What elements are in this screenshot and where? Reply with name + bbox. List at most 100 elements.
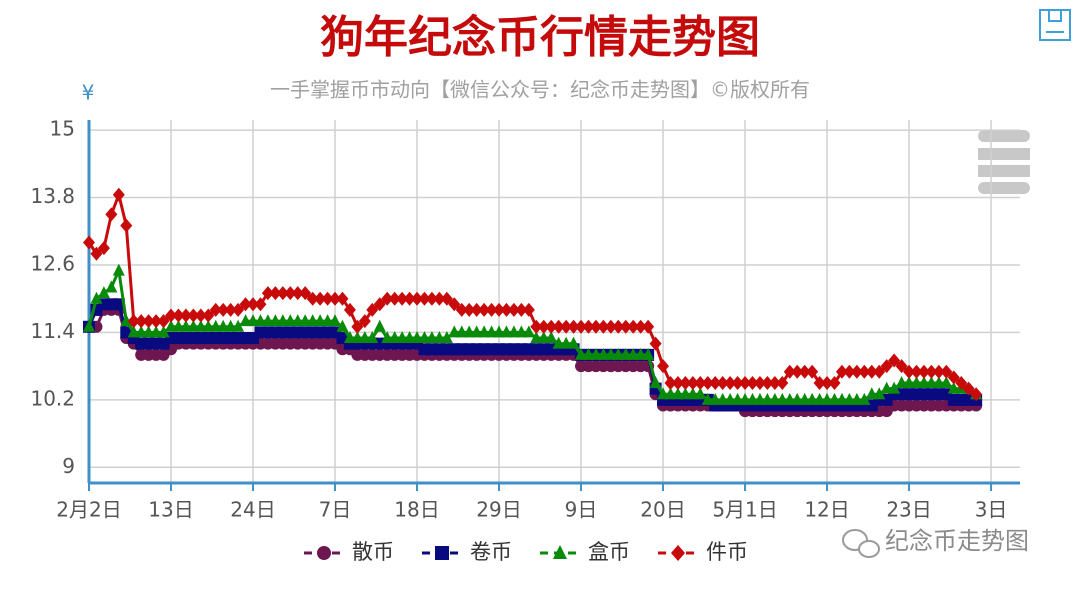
marker <box>291 286 304 301</box>
marker <box>798 364 811 379</box>
marker <box>664 375 677 390</box>
marker <box>791 364 804 379</box>
marker <box>589 319 602 334</box>
marker <box>530 319 543 334</box>
marker <box>880 359 893 374</box>
marker <box>470 302 483 317</box>
watermark-icon <box>858 540 880 558</box>
marker <box>612 319 625 334</box>
marker <box>150 314 163 329</box>
marker <box>783 364 796 379</box>
save-icon[interactable] <box>1039 9 1071 41</box>
marker <box>343 302 356 317</box>
marker <box>843 364 856 379</box>
marker <box>463 302 476 317</box>
y-axis-label: ¥ <box>82 81 95 105</box>
series <box>83 187 983 402</box>
marker <box>910 364 923 379</box>
marker <box>671 545 685 561</box>
x-tick-label: 24日 <box>230 498 275 522</box>
marker <box>962 381 975 396</box>
toolbox-icon[interactable] <box>978 130 1030 194</box>
y-tick-label: 11.4 <box>30 319 75 343</box>
marker <box>567 319 580 334</box>
marker <box>97 241 110 256</box>
marker <box>761 375 774 390</box>
marker <box>858 392 871 405</box>
marker <box>194 308 207 323</box>
marker <box>545 319 558 334</box>
marker <box>597 319 610 334</box>
marker <box>435 546 449 560</box>
marker <box>105 280 118 293</box>
marker <box>373 319 386 332</box>
save-icon-frame[interactable] <box>1039 9 1071 41</box>
marker <box>418 291 431 306</box>
marker <box>317 546 331 560</box>
marker <box>90 246 103 261</box>
marker <box>835 364 848 379</box>
marker <box>806 364 819 379</box>
marker <box>582 319 595 334</box>
marker <box>381 291 394 306</box>
marker <box>224 302 237 317</box>
marker <box>642 347 655 360</box>
marker <box>247 297 260 312</box>
save-icon-slot[interactable] <box>1048 9 1062 22</box>
legend-item: 件币 <box>658 540 748 564</box>
marker <box>209 302 222 317</box>
marker <box>403 291 416 306</box>
marker <box>522 325 535 338</box>
marker <box>314 291 327 306</box>
marker <box>284 286 297 301</box>
marker <box>560 319 573 334</box>
marker <box>351 319 364 334</box>
marker <box>634 319 647 334</box>
marker <box>336 291 349 306</box>
marker <box>522 302 535 317</box>
chart-title: 狗年纪念币行情走势图 <box>320 12 760 63</box>
marker <box>358 314 371 329</box>
legend-label: 散币 <box>352 540 394 564</box>
marker <box>768 375 781 390</box>
marker <box>940 364 953 379</box>
marker <box>90 291 103 304</box>
marker <box>440 291 453 306</box>
x-tick-label: 9日 <box>565 498 598 522</box>
marker <box>537 319 550 334</box>
x-tick-label: 18日 <box>394 498 439 522</box>
marker <box>157 314 170 329</box>
marker <box>940 375 953 388</box>
marker <box>112 298 125 311</box>
marker <box>739 375 752 390</box>
x-tick-label: 29日 <box>476 498 521 522</box>
marker <box>649 336 662 351</box>
marker <box>388 291 401 306</box>
series <box>83 263 983 405</box>
marker <box>709 375 722 390</box>
marker <box>172 308 185 323</box>
marker <box>306 291 319 306</box>
marker <box>657 359 670 374</box>
x-tick-label: 3日 <box>975 498 1008 522</box>
toolbox-bar[interactable] <box>978 148 1030 160</box>
marker <box>970 387 983 402</box>
marker <box>686 375 699 390</box>
marker <box>895 359 908 374</box>
marker <box>619 319 632 334</box>
marker <box>112 187 125 202</box>
marker <box>858 364 871 379</box>
toolbox-bar[interactable] <box>978 182 1030 194</box>
marker <box>329 314 342 327</box>
toolbox-bar[interactable] <box>978 130 1030 142</box>
marker <box>396 291 409 306</box>
x-tick-label: 7日 <box>319 498 352 522</box>
marker <box>269 286 282 301</box>
marker <box>440 331 453 344</box>
marker <box>157 325 170 338</box>
marker <box>627 319 640 334</box>
marker <box>276 286 289 301</box>
toolbox-bar[interactable] <box>978 165 1030 177</box>
legend-item: 盒币 <box>540 540 630 564</box>
marker <box>649 375 662 388</box>
